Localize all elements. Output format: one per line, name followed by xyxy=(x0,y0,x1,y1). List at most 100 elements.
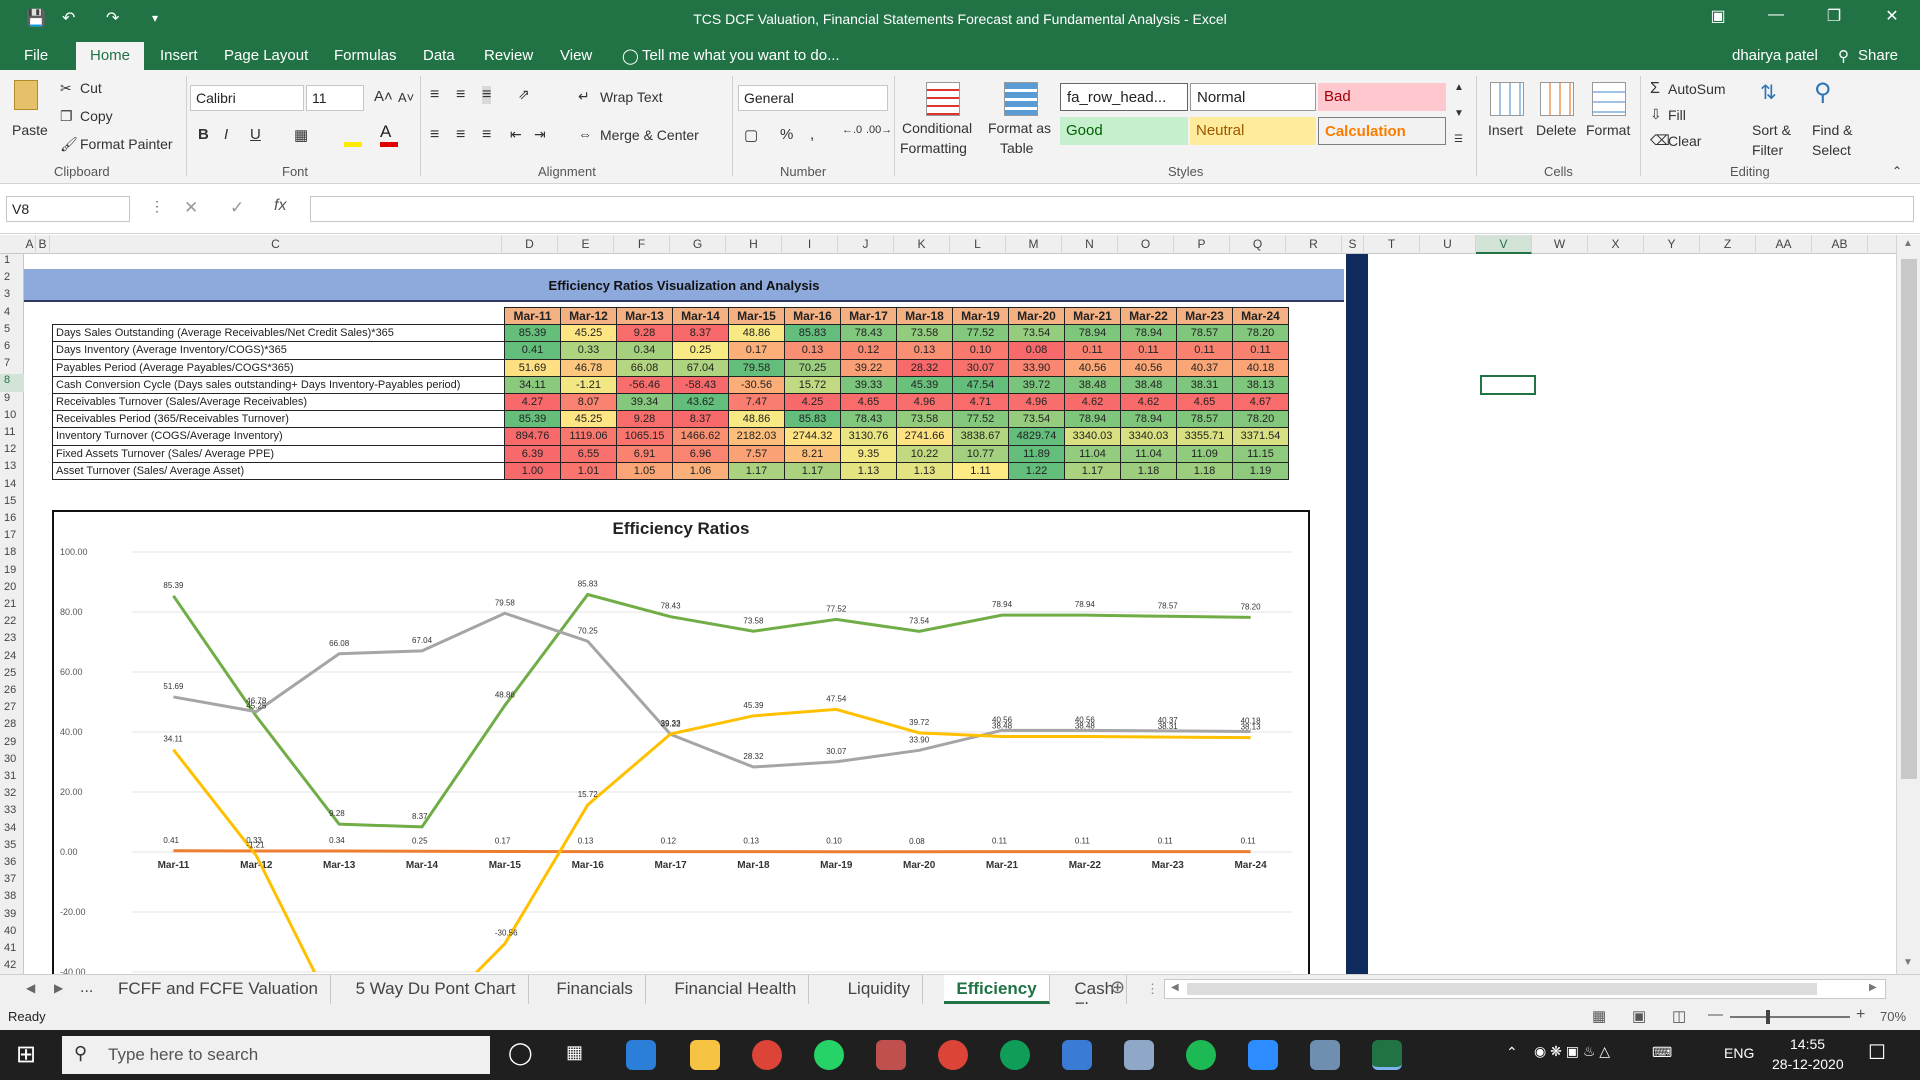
redo-icon[interactable]: ↷ xyxy=(106,10,120,27)
maximize-button[interactable]: ❐ xyxy=(1826,8,1842,25)
ratio-value[interactable]: 8.07 xyxy=(560,392,617,412)
zoom-app-icon[interactable] xyxy=(1248,1040,1278,1070)
ratio-value[interactable]: 85.39 xyxy=(504,410,561,429)
row-header[interactable]: 12 xyxy=(4,443,17,456)
taskbar-search-box[interactable]: ⚲ Type here to search xyxy=(62,1036,490,1074)
style-neutral[interactable]: Neutral xyxy=(1190,117,1316,145)
ratio-value[interactable]: 78.20 xyxy=(1232,324,1289,343)
ratio-value[interactable]: -58.43 xyxy=(672,375,729,394)
align-center-icon[interactable]: ≡ xyxy=(456,126,466,143)
percent-style-icon[interactable]: % xyxy=(780,126,794,143)
paste-icon[interactable] xyxy=(14,80,38,110)
ratio-value[interactable]: 45.39 xyxy=(896,375,953,394)
tabs-ellipsis[interactable]: ... xyxy=(80,979,94,996)
ratio-value[interactable]: 0.11 xyxy=(1232,341,1289,360)
windows-start-icon[interactable]: ⊞ xyxy=(16,1041,37,1068)
ratio-value[interactable]: 1.05 xyxy=(616,461,673,480)
sort-filter-button-line2[interactable]: Filter xyxy=(1752,142,1784,158)
ratio-value[interactable]: 1.01 xyxy=(560,461,617,480)
ratio-value[interactable]: 11.04 xyxy=(1064,444,1121,463)
copy-icon[interactable]: ❐ xyxy=(60,108,73,124)
increase-decimal-icon[interactable]: ←.0 xyxy=(842,124,863,136)
ratio-value[interactable]: 0.10 xyxy=(952,341,1009,360)
row-header[interactable]: 36 xyxy=(4,856,17,868)
ratio-value[interactable]: 33.90 xyxy=(1008,358,1065,377)
ratio-value[interactable]: -56.46 xyxy=(616,375,673,394)
row-header[interactable]: 4 xyxy=(4,305,11,318)
ratio-value[interactable]: 45.25 xyxy=(560,410,617,429)
format-as-table-button[interactable]: Format as xyxy=(988,120,1052,136)
row-header[interactable]: 10 xyxy=(4,408,17,421)
ratio-label[interactable]: Receivables Turnover (Sales/Average Rece… xyxy=(52,392,505,412)
paste-button[interactable]: Paste xyxy=(12,122,48,138)
row-header[interactable]: 38 xyxy=(4,890,17,903)
ratio-value[interactable]: 4.96 xyxy=(896,392,953,412)
ratio-value[interactable]: 30.07 xyxy=(952,358,1009,377)
align-bottom-icon[interactable]: ≡ xyxy=(482,86,492,104)
insert-cells-icon[interactable] xyxy=(1490,82,1524,116)
scroll-up-icon[interactable]: ▲ xyxy=(1903,238,1913,249)
conditional-formatting-button-line2[interactable]: Formatting xyxy=(900,140,967,156)
column-header[interactable]: H xyxy=(726,235,782,254)
zoom-in-icon[interactable]: + xyxy=(1856,1006,1866,1023)
ratio-label[interactable]: Payables Period (Average Payables/COGS*3… xyxy=(52,358,505,377)
ratio-value[interactable]: 67.04 xyxy=(672,358,729,377)
column-header[interactable]: P xyxy=(1174,235,1230,254)
ratio-value[interactable]: 45.25 xyxy=(560,324,617,343)
language-indicator[interactable]: ENG xyxy=(1724,1045,1755,1061)
ratio-value[interactable]: 3371.54 xyxy=(1232,427,1289,446)
ratio-label[interactable]: Cash Conversion Cycle (Days sales outsta… xyxy=(52,375,505,394)
menu-insert[interactable]: Insert xyxy=(160,47,198,64)
align-middle-icon[interactable]: ≡ xyxy=(456,86,466,103)
zoom-slider[interactable] xyxy=(1730,1016,1850,1018)
ratio-value[interactable]: 4.96 xyxy=(1008,392,1065,412)
sheet-tab[interactable]: Liquidity xyxy=(836,975,923,1004)
file-explorer-icon[interactable] xyxy=(690,1040,720,1070)
ratio-value[interactable]: 0.13 xyxy=(784,341,841,360)
ratio-value[interactable]: 4.62 xyxy=(1064,392,1121,412)
row-header[interactable]: 40 xyxy=(4,924,17,937)
menu-view[interactable]: View xyxy=(560,47,593,64)
ratio-value[interactable]: 4829.74 xyxy=(1008,427,1065,446)
style-fa-row-head[interactable]: fa_row_head... xyxy=(1060,83,1188,111)
ratio-value[interactable]: 66.08 xyxy=(616,358,673,377)
ratio-value[interactable]: 8.37 xyxy=(672,410,729,429)
column-header[interactable]: Z xyxy=(1700,235,1756,254)
ratio-value[interactable]: 2182.03 xyxy=(728,427,785,446)
row-header[interactable]: 35 xyxy=(4,838,17,851)
find-select-button[interactable]: Find & xyxy=(1812,122,1853,138)
ratio-value[interactable]: 11.89 xyxy=(1008,444,1065,463)
ratio-value[interactable]: 1.18 xyxy=(1176,461,1233,480)
ratio-value[interactable]: 6.39 xyxy=(504,444,561,463)
sheet-tab[interactable]: Financials xyxy=(544,975,646,1004)
ratio-value[interactable]: 4.25 xyxy=(784,392,841,412)
sort-filter-icon[interactable]: ⇅ xyxy=(1760,82,1777,104)
row-header[interactable]: 23 xyxy=(4,632,17,645)
cancel-entry-icon[interactable]: ✕ xyxy=(184,198,199,217)
row-header[interactable]: 25 xyxy=(4,666,17,679)
ratio-value[interactable]: 70.25 xyxy=(784,358,841,377)
sheet-tab[interactable]: FCFF and FCFE Valuation xyxy=(106,975,331,1004)
ratio-value[interactable]: 11.04 xyxy=(1120,444,1177,463)
styles-scroll-up-icon[interactable]: ▲ xyxy=(1454,82,1464,93)
ratio-value[interactable]: 0.11 xyxy=(1176,341,1233,360)
ratio-value[interactable]: 38.13 xyxy=(1232,375,1289,394)
merge-center-icon[interactable]: ⇔ xyxy=(578,126,592,142)
cut-icon[interactable]: ✂ xyxy=(60,80,72,96)
ratio-value[interactable]: 48.86 xyxy=(728,324,785,343)
ratio-value[interactable]: 78.20 xyxy=(1232,410,1289,429)
decrease-decimal-icon[interactable]: .00→ xyxy=(866,124,893,136)
ratio-label[interactable]: Receivables Period (365/Receivables Turn… xyxy=(52,410,505,429)
ratio-value[interactable]: 47.54 xyxy=(952,375,1009,394)
ratio-value[interactable]: 78.57 xyxy=(1176,324,1233,343)
ratio-value[interactable]: 894.76 xyxy=(504,427,561,446)
ratio-value[interactable]: 3130.76 xyxy=(840,427,897,446)
row-header[interactable]: 17 xyxy=(4,529,17,542)
row-header[interactable]: 11 xyxy=(4,426,16,438)
ratio-value[interactable]: 6.91 xyxy=(616,444,673,463)
ratio-label[interactable]: Days Sales Outstanding (Average Receivab… xyxy=(52,324,505,343)
scroll-down-icon[interactable]: ▼ xyxy=(1903,957,1913,968)
ratio-label[interactable]: Inventory Turnover (COGS/Average Invento… xyxy=(52,427,505,446)
column-header[interactable]: D xyxy=(502,235,558,254)
sort-filter-button[interactable]: Sort & xyxy=(1752,122,1791,138)
